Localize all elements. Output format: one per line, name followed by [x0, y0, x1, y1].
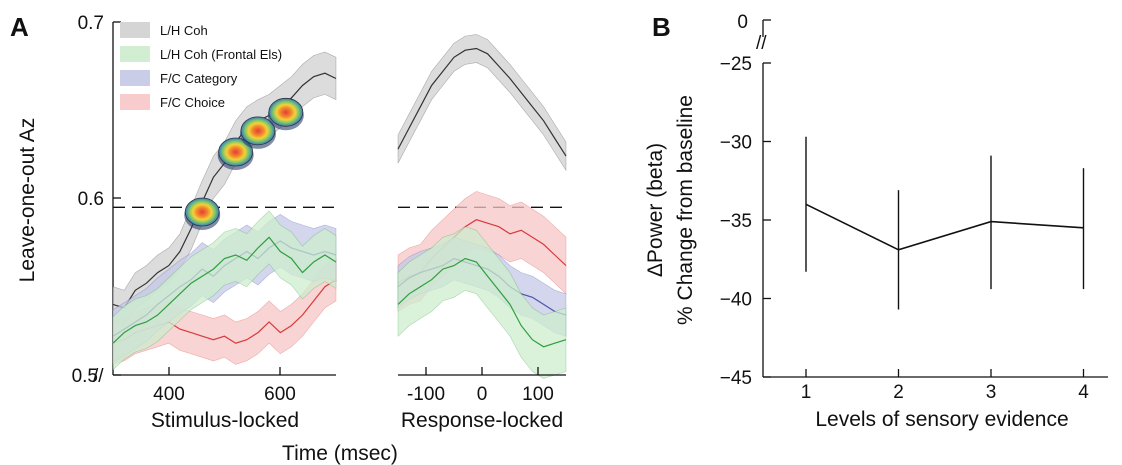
y-tick-label: −25 — [720, 54, 752, 75]
stimulus-locked-label: Stimulus-locked — [151, 409, 299, 432]
y-tick-label: −30 — [720, 133, 752, 154]
stimulus-x-axis: 400 600 — [113, 367, 336, 405]
legend-swatch — [120, 46, 150, 62]
x-tick-label: 400 — [153, 384, 185, 405]
response-locked-label: Response-locked — [401, 409, 563, 432]
y-tick-label: −45 — [720, 368, 752, 389]
x-tick-label: 2 — [893, 382, 904, 403]
error-band — [397, 226, 567, 379]
scalp-map — [268, 97, 304, 127]
scalp-map — [240, 116, 276, 146]
legend-swatch — [120, 94, 150, 110]
x-tick-label: 3 — [986, 382, 997, 403]
mean-line — [805, 203, 1084, 251]
y-tick-label: 0.7 — [78, 13, 104, 34]
y-tick-label: 0.6 — [78, 189, 104, 210]
panel-a-label: A — [10, 12, 29, 42]
legend: L/H Coh L/H Coh (Frontal Els) F/C Category… — [120, 22, 282, 110]
scalp-map — [184, 197, 220, 227]
panel-a-y-label: Leave-one-out Az — [16, 118, 39, 283]
legend-label: F/C Choice — [160, 95, 225, 110]
y-tick-label: 0 — [737, 12, 748, 33]
axis-break-mark: // — [93, 366, 104, 387]
panel-b-label: B — [652, 12, 671, 42]
panel-b-plot: −45 −40 −35 −30 −25 1 2 3 4 — [720, 54, 1089, 403]
panel-a-x-label: Time (msec) — [282, 442, 398, 465]
x-tick-label: 4 — [1078, 382, 1089, 403]
error-band — [397, 34, 567, 172]
legend-swatch — [120, 70, 150, 86]
response-locked-plot — [397, 34, 567, 379]
panel-b-y-label-2: % Change from baseline — [674, 95, 697, 325]
y-tick-label: −40 — [720, 290, 752, 311]
series-line — [397, 47, 567, 157]
panel-b-x-label: Levels of sensory evidence — [815, 408, 1068, 431]
x-tick-label: 100 — [522, 384, 554, 405]
legend-label: F/C Category — [160, 71, 238, 86]
error-band — [112, 257, 337, 365]
panel-b-y-label-1: ΔPower (beta) — [644, 143, 667, 277]
y-tick-label: 0.5 — [72, 366, 98, 387]
legend-label: L/H Coh (Frontal Els) — [160, 47, 282, 62]
legend-swatch — [120, 22, 150, 38]
series-line — [112, 236, 337, 344]
axis-break-mark: // — [756, 33, 767, 54]
x-tick-label: 1 — [801, 382, 812, 403]
x-tick-label: 0 — [477, 384, 488, 405]
scalp-map — [218, 137, 254, 167]
legend-label: L/H Coh — [160, 23, 208, 38]
response-x-axis: -100 0 100 — [398, 367, 566, 405]
y-tick-label: −35 — [720, 211, 752, 232]
series-line — [397, 257, 567, 348]
scalp-maps — [184, 97, 304, 231]
x-tick-label: -100 — [407, 384, 445, 405]
x-tick-label: 600 — [264, 384, 296, 405]
